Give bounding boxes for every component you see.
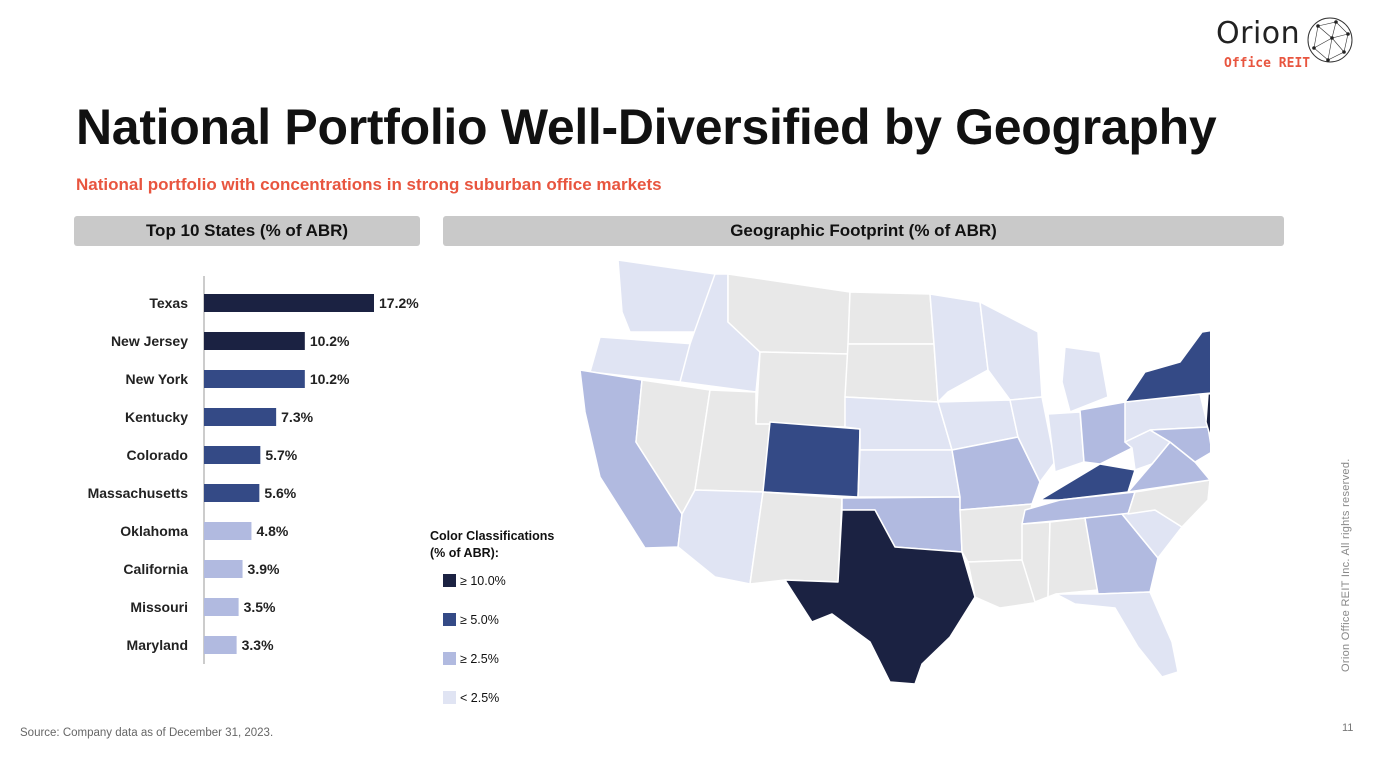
- logo-wordmark: Orion: [1216, 16, 1301, 51]
- category-label: Oklahoma: [120, 523, 188, 539]
- data-label: 5.7%: [265, 447, 297, 463]
- category-label: New York: [125, 371, 188, 387]
- state-south-dakota: [844, 343, 939, 403]
- bar: [204, 560, 243, 578]
- bar: [204, 598, 239, 616]
- state-north-carolina: [1127, 479, 1210, 528]
- state-washington: [617, 259, 716, 333]
- legend-label: ≥ 5.0%: [460, 613, 499, 627]
- state-indiana: [1047, 411, 1085, 473]
- legend-title-line2: (% of ABR):: [430, 546, 499, 560]
- category-label: New Jersey: [111, 333, 188, 349]
- legend-swatch: [443, 613, 456, 626]
- data-label: 5.6%: [264, 485, 296, 501]
- state-florida: [1055, 591, 1179, 678]
- bar: [204, 332, 305, 350]
- bar: [204, 446, 261, 464]
- bar: [204, 294, 374, 312]
- page-number: 11: [1342, 722, 1354, 734]
- constellation-icon: [1307, 17, 1353, 63]
- legend-label: < 2.5%: [460, 691, 500, 705]
- state-texas: [784, 509, 976, 685]
- state-north-dakota: [847, 291, 935, 345]
- page-title: National Portfolio Well-Diversified by G…: [76, 99, 1217, 155]
- state-new-mexico: [749, 491, 843, 585]
- state-arizona: [677, 489, 764, 585]
- copyright-note: Orion Office REIT Inc. All rights reserv…: [1340, 458, 1352, 672]
- top-states-bar-chart: Texas 17.2% New Jersey 10.2% New York 10.2% Ke…: [88, 276, 419, 664]
- state-nebraska: [844, 396, 953, 451]
- logo-subtitle: Office REIT: [1224, 56, 1311, 71]
- page-subtitle: National portfolio with concentrations i…: [76, 175, 662, 194]
- state-mississippi: [1021, 521, 1051, 603]
- category-label: Kentucky: [125, 409, 188, 425]
- state-kansas: [857, 449, 961, 498]
- legend-item: ≥ 5.0%: [443, 613, 499, 627]
- legend-item: ≥ 2.5%: [443, 652, 499, 666]
- legend-item: ≥ 10.0%: [443, 574, 506, 588]
- map-legend: Color Classifications (% of ABR): ≥ 10.0…: [430, 528, 610, 705]
- category-label: Colorado: [127, 447, 188, 463]
- data-label: 17.2%: [379, 295, 419, 311]
- bar: [204, 408, 277, 426]
- top-states-header: Top 10 States (% of ABR): [74, 216, 420, 246]
- legend-swatch: [443, 652, 456, 665]
- orion-logo: Orion Office REIT: [1210, 12, 1360, 72]
- state-michigan: [1061, 346, 1109, 413]
- category-label: Maryland: [127, 637, 188, 653]
- legend-swatch: [443, 574, 456, 587]
- state-new-york: [1124, 330, 1210, 403]
- bar: [204, 636, 237, 654]
- state-colorado: [762, 421, 861, 498]
- state-louisiana: [967, 559, 1041, 609]
- category-label: Missouri: [130, 599, 188, 615]
- us-footprint-map: [579, 259, 1210, 685]
- category-label: California: [123, 561, 188, 577]
- state-georgia: [1084, 513, 1159, 595]
- category-label: Massachusetts: [88, 485, 189, 501]
- state-ohio: [1079, 401, 1133, 465]
- state-wyoming: [755, 351, 849, 428]
- data-label: 10.2%: [310, 371, 350, 387]
- state-wisconsin: [979, 301, 1043, 401]
- state-kentucky: [1039, 463, 1136, 501]
- state-maryland: [1149, 426, 1210, 463]
- state-minnesota: [929, 293, 989, 403]
- bar: [204, 370, 305, 388]
- geographic-footprint-header: Geographic Footprint (% of ABR): [443, 216, 1284, 246]
- data-label: 3.9%: [248, 561, 280, 577]
- source-note: Source: Company data as of December 31, …: [20, 727, 274, 739]
- data-label: 3.5%: [244, 599, 276, 615]
- data-label: 3.3%: [242, 637, 274, 653]
- bar: [204, 484, 260, 502]
- legend-item: < 2.5%: [443, 691, 499, 705]
- legend-swatch: [443, 691, 456, 704]
- category-label: Texas: [149, 295, 188, 311]
- data-label: 7.3%: [281, 409, 313, 425]
- state-arkansas: [959, 503, 1033, 563]
- state-illinois: [1009, 396, 1056, 483]
- legend-label: ≥ 10.0%: [460, 574, 506, 588]
- data-label: 4.8%: [256, 523, 288, 539]
- state-new-jersey: [1205, 392, 1210, 438]
- state-alabama: [1047, 517, 1099, 598]
- bar: [204, 522, 252, 540]
- legend-label: ≥ 2.5%: [460, 652, 499, 666]
- data-label: 10.2%: [310, 333, 350, 349]
- legend-title-line1: Color Classifications: [430, 529, 555, 543]
